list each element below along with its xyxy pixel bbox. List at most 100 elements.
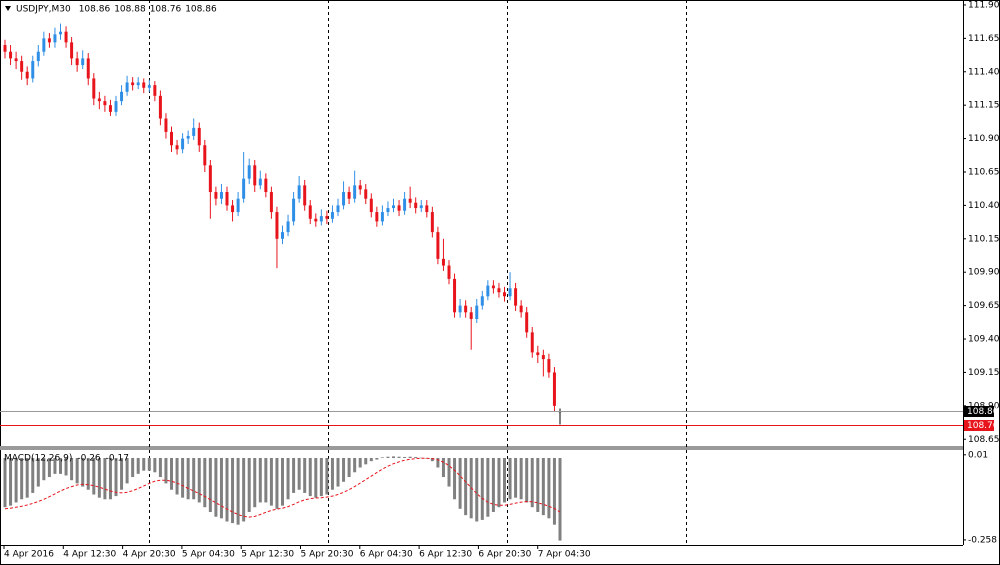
symbol-menu-arrow[interactable] <box>5 6 11 11</box>
macd-bar <box>303 457 307 493</box>
candle-body <box>408 198 412 203</box>
ohlc-value: 108.86 <box>79 5 111 15</box>
candle-body <box>253 165 257 186</box>
candle-body <box>319 216 323 222</box>
candle-body <box>164 118 168 132</box>
candle-body <box>158 95 162 119</box>
candle-body <box>503 292 506 297</box>
x-tick-label: 5 Apr 12:30 <box>241 550 294 560</box>
candle-body <box>453 278 457 313</box>
candle-body <box>81 58 85 66</box>
macd-bar <box>53 457 57 474</box>
x-tick-label: 6 Apr 04:30 <box>360 550 413 560</box>
macd-bar <box>475 457 479 522</box>
macd-bar <box>253 457 257 508</box>
macd-bar <box>364 457 368 465</box>
candle-body <box>64 31 68 43</box>
macd-bar <box>164 457 168 484</box>
candle-body <box>464 305 468 313</box>
macd-bar <box>392 456 395 458</box>
candle-body <box>9 51 13 59</box>
candle-body <box>197 127 201 146</box>
macd-bar <box>219 457 223 519</box>
candle-body <box>325 216 329 219</box>
macd-bar <box>547 457 551 519</box>
x-tick-label: 4 Apr 2016 <box>4 550 54 560</box>
macd-bar <box>508 457 512 500</box>
ohlc-value: 108.76 <box>150 5 182 15</box>
macd-bar <box>208 457 212 512</box>
candle-body <box>14 58 18 62</box>
candle-body <box>92 78 96 99</box>
macd-bar <box>86 457 90 490</box>
macd-bar <box>347 457 351 478</box>
macd-bar <box>170 457 173 490</box>
macd-bar <box>530 457 534 508</box>
macd-bar <box>403 457 407 458</box>
macd-bar <box>59 457 62 474</box>
y-tick-label: 109.15 <box>968 368 1000 378</box>
macd-bar <box>342 457 346 482</box>
macd-bar <box>42 457 46 481</box>
candle-body <box>297 185 301 199</box>
candle-body <box>242 178 246 199</box>
candle-body <box>436 232 440 259</box>
macd-bar <box>153 457 157 473</box>
macd-bar <box>131 457 135 478</box>
candle-body <box>530 332 534 353</box>
macd-bar <box>31 457 35 493</box>
candle-body <box>475 305 479 319</box>
macd-bar <box>525 457 529 503</box>
x-tick-label: 4 Apr 20:30 <box>123 550 176 560</box>
y-tick-label: 110.15 <box>968 234 1000 244</box>
candle-body <box>491 285 495 289</box>
macd-bar <box>81 457 85 487</box>
candle-body <box>136 82 140 86</box>
macd-bar <box>192 457 196 500</box>
candle-body <box>258 178 262 186</box>
candle-body <box>153 85 157 96</box>
candle-body <box>236 198 240 213</box>
macd-bar <box>269 457 273 506</box>
candle-body <box>508 288 512 297</box>
macd-bar <box>264 457 268 503</box>
candle-body <box>281 232 284 239</box>
macd-bar <box>64 457 68 476</box>
candle-body <box>330 212 334 219</box>
candle-body <box>53 34 57 43</box>
y-tick-label: 111.40 <box>968 67 1000 77</box>
macd-bar <box>419 457 423 459</box>
candle-body <box>47 38 51 43</box>
candle-body <box>480 296 484 306</box>
macd-bar <box>436 457 440 468</box>
macd-bar <box>75 457 79 484</box>
macd-bar <box>353 457 357 473</box>
macd-bar <box>70 457 74 481</box>
candle-body <box>386 208 390 213</box>
candle-body <box>369 198 373 213</box>
candle-body <box>214 192 218 199</box>
candle-body <box>142 82 146 88</box>
y-tick-label: 110.65 <box>968 167 1000 177</box>
price-tag <box>964 420 994 431</box>
macd-bar <box>275 457 279 509</box>
y-tick-label: 111.90 <box>968 0 1000 10</box>
indicator-value: -0.26 <box>77 454 101 464</box>
macd-bar <box>125 457 129 484</box>
candle-body <box>525 312 529 333</box>
macd-bar <box>397 456 401 458</box>
candle-body <box>264 178 268 193</box>
macd-bar <box>292 457 296 493</box>
macd-bar <box>358 457 362 468</box>
macd-bar <box>558 457 562 541</box>
candle-body <box>114 101 118 112</box>
macd-bar <box>242 457 246 522</box>
candle-body <box>247 165 251 179</box>
macd-bar <box>380 457 384 458</box>
macd-bar <box>330 457 334 490</box>
x-tick-label: 5 Apr 20:30 <box>301 550 354 560</box>
macd-bar <box>503 457 506 503</box>
macd-bar <box>36 457 40 487</box>
macd-bar <box>97 457 101 498</box>
macd-bar <box>430 457 434 462</box>
